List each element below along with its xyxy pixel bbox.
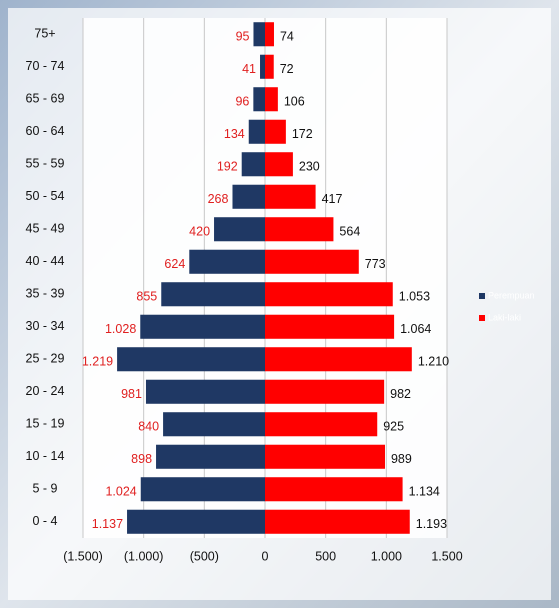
category-label: 55 - 59 [26,157,65,171]
bar [265,282,393,307]
bar [140,477,265,502]
category-label: 65 - 69 [26,92,65,106]
bar [253,22,265,47]
data-label: 855 [136,290,157,304]
category-label: 60 - 64 [26,124,65,138]
bar [265,152,293,177]
data-label: 96 [235,95,249,109]
legend-swatch [479,315,485,321]
category-label: 75+ [34,27,55,41]
bar [214,217,265,242]
data-label: 1.134 [409,485,440,499]
data-label: 773 [365,257,386,271]
x-tick-label: (1.500) [63,549,103,563]
data-label: 989 [391,452,412,466]
bar [127,509,265,534]
category-label: 45 - 49 [26,222,65,236]
x-tick-label: (500) [190,549,219,563]
legend-label: Laki-laki [488,312,521,322]
data-label: 420 [189,225,210,239]
bar [232,184,265,209]
data-label: 230 [299,160,320,174]
legend-swatch [479,293,485,299]
data-label: 268 [208,192,229,206]
bar [265,379,385,404]
bar [156,444,265,469]
bar [117,347,265,372]
data-label: 1.137 [92,517,123,531]
category-label: 30 - 34 [26,319,65,333]
category-label: 0 - 4 [32,514,57,528]
data-label: 41 [242,62,256,76]
category-label: 50 - 54 [26,189,65,203]
category-label: 40 - 44 [26,254,65,268]
data-label: 982 [390,387,411,401]
data-label: 840 [138,420,159,434]
bar [265,314,395,339]
legend-label: Perempuan [488,290,535,300]
category-label: 5 - 9 [32,482,57,496]
bar [265,412,378,437]
data-label: 172 [292,127,313,141]
bar [248,119,265,144]
data-label: 1.064 [400,322,431,336]
bar [241,152,265,177]
bar [265,184,316,209]
x-tick-label: 500 [315,549,336,563]
data-label: 898 [131,452,152,466]
x-tick-label: (1.000) [124,549,164,563]
bar [145,379,265,404]
data-label: 106 [284,95,305,109]
bar [189,249,265,274]
data-label: 624 [164,257,185,271]
category-label: 20 - 24 [26,384,65,398]
data-label: 925 [383,420,404,434]
category-label: 25 - 29 [26,352,65,366]
data-label: 134 [224,127,245,141]
x-tick-label: 1.500 [431,549,462,563]
bar [265,54,274,79]
data-label: 1.210 [418,355,449,369]
bar [265,509,410,534]
data-label: 1.219 [82,355,113,369]
bar [253,87,265,112]
data-label: 192 [217,160,238,174]
bar [265,87,278,112]
bar [140,314,265,339]
bar [265,217,334,242]
bar [265,22,274,47]
data-label: 1.024 [105,485,136,499]
data-label: 95 [236,30,250,44]
bar [161,282,265,307]
bar [163,412,265,437]
x-tick-label: 0 [262,549,269,563]
category-label: 35 - 39 [26,287,65,301]
bar [265,119,286,144]
data-label: 564 [339,225,360,239]
data-label: 72 [280,62,294,76]
category-label: 15 - 19 [26,417,65,431]
bar [265,347,412,372]
data-label: 1.028 [105,322,136,336]
bar [265,249,359,274]
data-label: 1.053 [399,290,430,304]
bar [265,444,385,469]
category-label: 70 - 74 [26,59,65,73]
data-label: 417 [322,192,343,206]
category-label: 10 - 14 [26,449,65,463]
bar [260,54,265,79]
data-label: 981 [121,387,142,401]
data-label: 1.193 [416,517,447,531]
bar [265,477,403,502]
data-label: 74 [280,30,294,44]
x-tick-label: 1.000 [371,549,402,563]
